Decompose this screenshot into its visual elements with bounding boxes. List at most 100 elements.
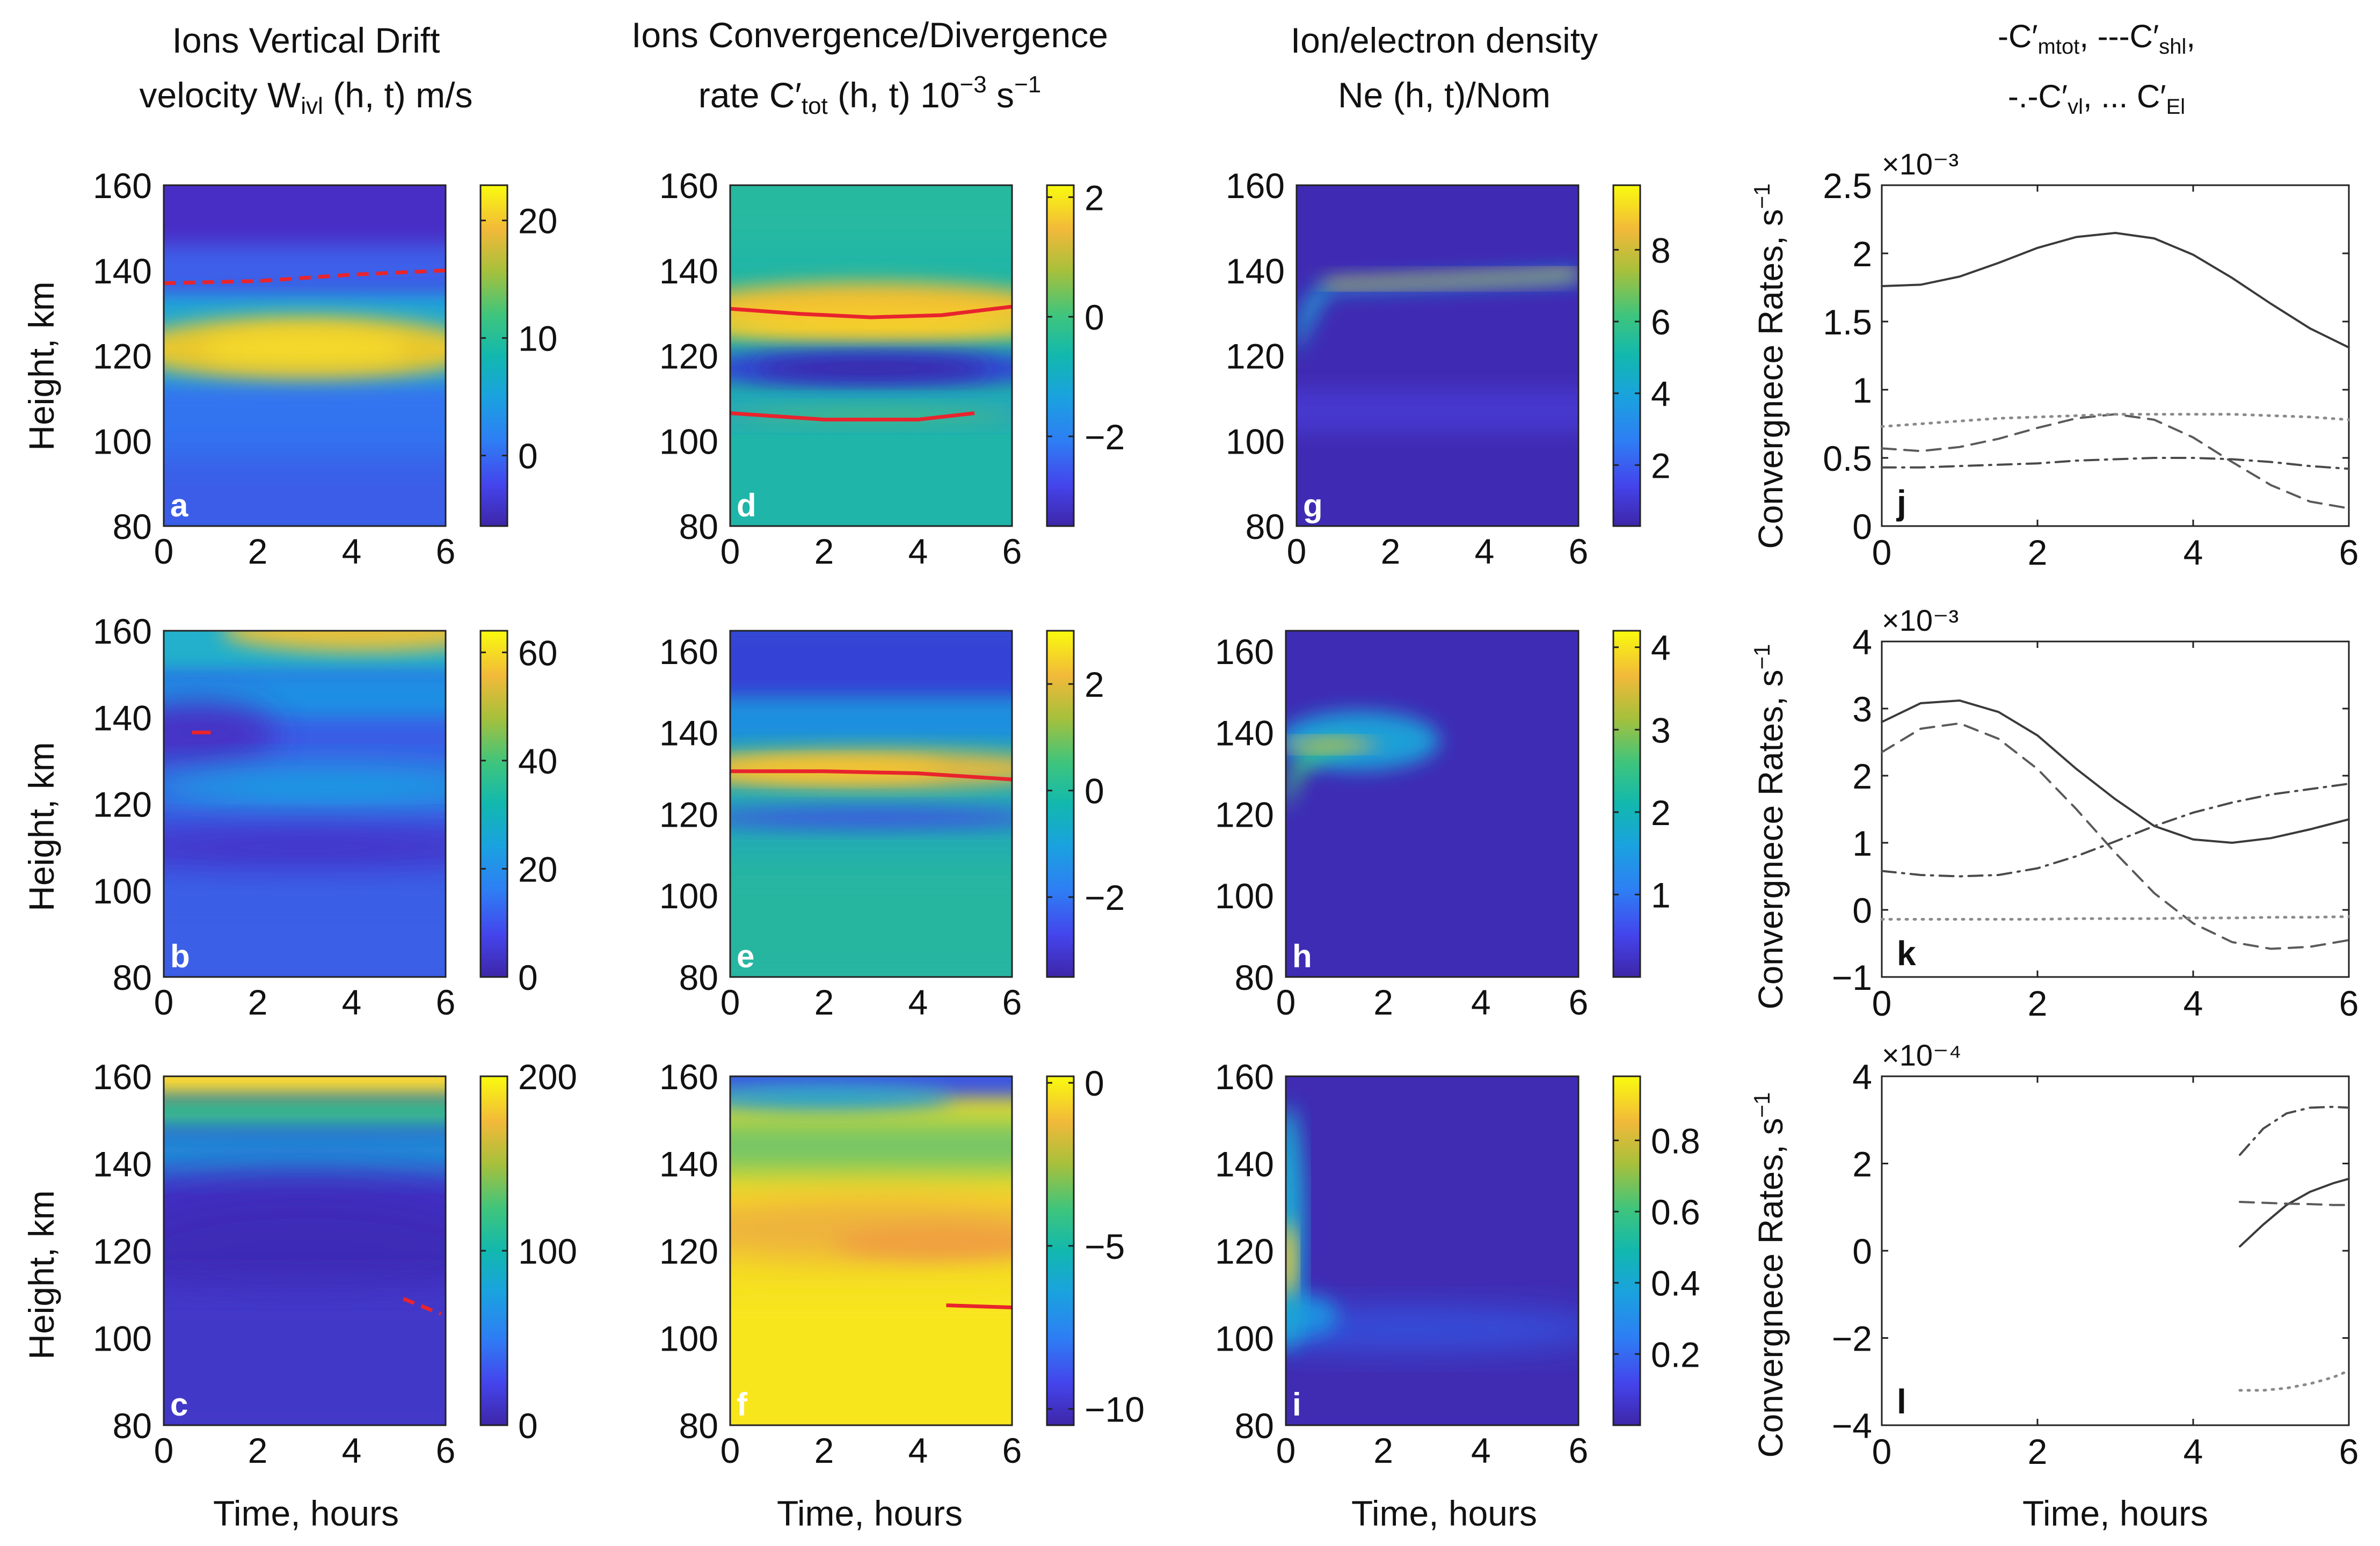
x-tick-h: 6 xyxy=(1569,982,1589,1022)
y-tick-i: 140 xyxy=(1215,1144,1274,1184)
y-tick-f: 160 xyxy=(659,1057,718,1097)
time-label-col3: Time, hours xyxy=(1351,1493,1537,1533)
y-tick-e: 100 xyxy=(659,876,718,916)
colorbar-e xyxy=(1046,630,1075,978)
y-tick-i: 120 xyxy=(1215,1231,1274,1271)
series-line-l-dashed xyxy=(2239,1201,2350,1206)
y-tick-k: −1 xyxy=(1832,958,1872,997)
x-tick-f: 4 xyxy=(908,1431,928,1470)
colorbar-tick-h: 1 xyxy=(1651,875,1671,915)
colorbar-tick-c: 200 xyxy=(518,1057,577,1097)
rate-axis-titles: Convergnece Rates, s−1 Convergnece Rates… xyxy=(1749,183,1790,1457)
y-tick-j: 1 xyxy=(1852,370,1872,410)
x-tick-g: 2 xyxy=(1381,531,1401,571)
colorbar-tick-i: 0.8 xyxy=(1651,1121,1700,1161)
y-tick-a: 120 xyxy=(93,337,152,376)
ridge-line xyxy=(730,411,975,422)
colorbar-tick-a: 0 xyxy=(518,436,538,476)
y-tick-i: 100 xyxy=(1215,1319,1274,1359)
ridge-line xyxy=(730,769,1012,782)
y-tick-k: 3 xyxy=(1852,689,1872,729)
colorbar-tick-h: 4 xyxy=(1651,628,1671,668)
series-line-k-solid xyxy=(1881,699,2350,844)
y-tick-d: 80 xyxy=(679,507,718,546)
x-tick-h: 0 xyxy=(1276,982,1296,1022)
colorbar-tick-g: 8 xyxy=(1651,230,1671,270)
panel-label-j: j xyxy=(1896,483,1906,522)
x-tick-l: 6 xyxy=(2339,1432,2359,1471)
panel-label-l: l xyxy=(1897,1382,1906,1421)
x-tick-k: 4 xyxy=(2184,983,2203,1023)
rate-label-k: Convergnece Rates, s−1 xyxy=(1749,644,1790,1009)
x-tick-k: 0 xyxy=(1872,983,1892,1023)
series-line-j-dotted xyxy=(1880,413,2350,428)
plot-frame-d xyxy=(729,184,1013,527)
plot-frame-j xyxy=(1881,184,2350,527)
y-tick-a: 140 xyxy=(93,251,152,291)
y-tick-h: 80 xyxy=(1235,958,1274,997)
x-tick-l: 2 xyxy=(2028,1432,2048,1471)
colorbar-tick-e: 2 xyxy=(1085,665,1104,704)
time-axis-titles: Time, hours Time, hours Time, hours Time… xyxy=(213,1493,2208,1533)
heatmap-a: 80 100 120 140 160 0 2 4 6 a 0 10 20 xyxy=(93,166,558,571)
plot-frame-h xyxy=(1285,630,1580,978)
colorbar-tick-c: 0 xyxy=(518,1406,538,1446)
heatmap-i: 80 100 120 140 160 0 2 4 6 i 0.2 0.4 0.6 0.8 xyxy=(1215,1057,1700,1470)
x-tick-i: 0 xyxy=(1276,1431,1296,1470)
height-label-row1: Height, km xyxy=(21,281,61,450)
y-tick-d: 160 xyxy=(659,166,718,206)
y-tick-d: 140 xyxy=(659,251,718,291)
y-tick-f: 80 xyxy=(679,1406,718,1446)
panel-label-a: a xyxy=(170,487,188,523)
x-tick-j: 2 xyxy=(2028,533,2048,572)
plot-frame-i xyxy=(1285,1075,1580,1426)
heatmap-c: 80 100 120 140 160 0 2 4 6 c 0 100 200 xyxy=(93,1057,577,1470)
x-tick-a: 4 xyxy=(342,531,362,571)
y-tick-c: 80 xyxy=(113,1406,152,1446)
heatmap-h: 80 100 120 140 160 0 2 4 6 h 1 2 3 4 xyxy=(1215,628,1671,1022)
ridge-line xyxy=(402,1297,442,1316)
ridge-line xyxy=(164,268,446,286)
x-tick-c: 0 xyxy=(154,1431,174,1470)
ridge-line xyxy=(946,1303,1012,1310)
height-label-row2: Height, km xyxy=(21,742,61,911)
plot-frame-g xyxy=(1295,184,1580,527)
x-tick-l: 0 xyxy=(1872,1432,1892,1471)
y-tick-b: 140 xyxy=(93,698,152,738)
panel-label-i: i xyxy=(1292,1387,1301,1423)
colorbar-tick-g: 2 xyxy=(1651,446,1671,485)
colorbar-tick-e: 0 xyxy=(1085,771,1104,811)
heatmap-field-e xyxy=(730,631,1012,977)
colorbar-tick-f: −5 xyxy=(1085,1227,1125,1266)
y-tick-l: 2 xyxy=(1852,1144,1872,1184)
lineplot-j: 0 0.5 1 1.5 2 2.5 0 2 4 6 ×10⁻³ j xyxy=(1823,147,2359,572)
y-tick-l: 0 xyxy=(1852,1231,1872,1271)
x-tick-g: 4 xyxy=(1475,531,1495,571)
x-tick-d: 4 xyxy=(908,531,928,571)
y-tick-j: 0.5 xyxy=(1823,439,1872,478)
panel-label-g: g xyxy=(1303,487,1323,523)
y-tick-l: 4 xyxy=(1852,1057,1872,1097)
x-tick-h: 2 xyxy=(1373,982,1393,1022)
y-tick-j: 1.5 xyxy=(1823,302,1872,342)
series-line-l-solid xyxy=(2239,1177,2350,1248)
colorbar-tick-e: −2 xyxy=(1085,878,1125,917)
header-col4-line1: -C′mtot, ---C′shl, xyxy=(1998,18,2195,59)
time-label-col1: Time, hours xyxy=(213,1493,399,1533)
x-tick-f: 0 xyxy=(720,1431,740,1470)
panel-label-d: d xyxy=(737,487,756,523)
series-line-k-dashdot xyxy=(1881,783,2350,878)
y-tick-h: 100 xyxy=(1215,876,1274,916)
y-tick-c: 160 xyxy=(93,1057,152,1097)
colorbar-h xyxy=(1612,630,1641,978)
y-tick-a: 100 xyxy=(93,421,152,461)
y-tick-c: 120 xyxy=(93,1231,152,1271)
y-tick-a: 160 xyxy=(93,166,152,206)
panel-label-c: c xyxy=(170,1387,188,1423)
exponent-l: ×10⁻⁴ xyxy=(1882,1038,1962,1072)
plot-frame-a xyxy=(163,184,447,527)
panel-label-b: b xyxy=(170,938,190,974)
series-line-l-dotted xyxy=(2238,1369,2350,1392)
